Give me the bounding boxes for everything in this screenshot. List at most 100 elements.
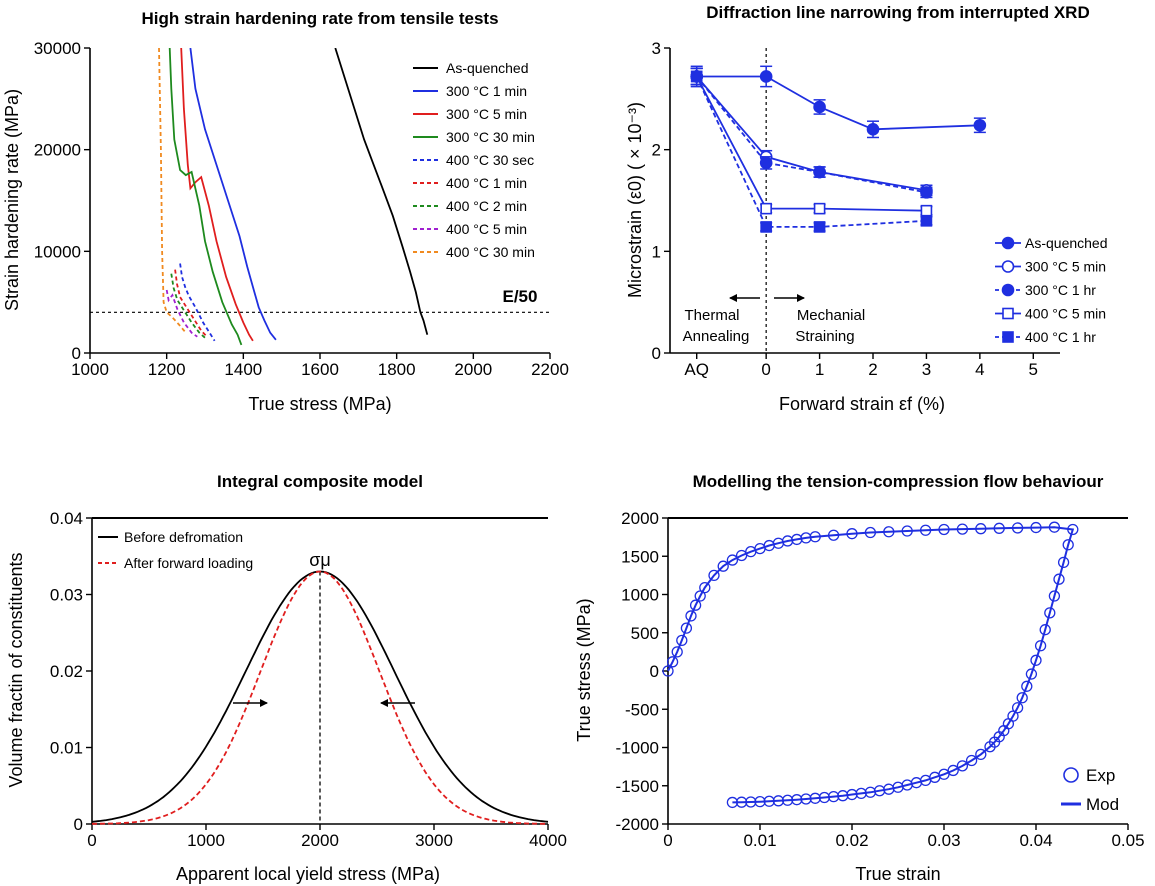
series-line bbox=[168, 48, 243, 346]
plot-area: 0 1000 2000 3000 4000 0 0.01 0.02 0.03 0.04 bbox=[50, 509, 567, 850]
data-point bbox=[809, 531, 821, 543]
series-line bbox=[334, 48, 429, 335]
data-point bbox=[901, 525, 913, 537]
data-point bbox=[846, 528, 858, 540]
data-point bbox=[975, 523, 987, 535]
panel-title: High strain hardening rate from tensile … bbox=[141, 9, 498, 28]
data-point bbox=[984, 741, 996, 753]
data-point bbox=[1057, 556, 1070, 569]
data-point bbox=[813, 165, 826, 179]
data-point bbox=[680, 622, 693, 634]
data-point bbox=[717, 560, 729, 572]
x-tick-label: AQ bbox=[684, 360, 709, 379]
panel-title: Modelling the tension-compression flow b… bbox=[693, 472, 1104, 491]
series-group bbox=[158, 48, 429, 346]
data-point bbox=[947, 764, 959, 777]
panel-tension-compression: Modelling the tension-compression flow b… bbox=[574, 472, 1145, 884]
legend-label: 400 °C 1 hr bbox=[1025, 329, 1096, 345]
y-tick-label: -1500 bbox=[616, 777, 659, 796]
data-point bbox=[689, 599, 702, 611]
x-tick-label: 0 bbox=[87, 831, 96, 850]
series-line bbox=[695, 75, 927, 194]
x-tick-label: 0.04 bbox=[1019, 831, 1052, 850]
y-tick-label: 2 bbox=[652, 141, 661, 160]
legend-marker bbox=[1063, 767, 1079, 783]
data-point bbox=[760, 202, 772, 215]
data-point bbox=[735, 796, 748, 808]
data-point bbox=[827, 790, 840, 803]
data-point bbox=[772, 795, 785, 807]
legend-label: 300 °C 5 min bbox=[446, 106, 527, 122]
data-point bbox=[754, 796, 766, 808]
x-tick-label: 3 bbox=[922, 360, 931, 379]
y-tick-label: 0 bbox=[72, 344, 81, 363]
legend-label: As-quenched bbox=[1025, 235, 1108, 251]
x-tick-label: 5 bbox=[1029, 360, 1038, 379]
data-point bbox=[800, 532, 812, 544]
legend-marker bbox=[1002, 331, 1014, 343]
y-axis-label: True stress (MPa) bbox=[574, 598, 594, 741]
data-point bbox=[1048, 590, 1061, 602]
y-tick-label: 0.01 bbox=[50, 739, 83, 758]
data-point bbox=[866, 123, 880, 136]
y-axis-label: Strain hardening rate (MPa) bbox=[2, 89, 22, 311]
plot-area: AQ 0 1 2 3 4 5 0 1 2 3 bbox=[652, 39, 1060, 379]
x-tick-label: 1400 bbox=[224, 360, 262, 379]
y-axis-label: Volume fractin of constituents bbox=[6, 552, 26, 787]
data-point bbox=[938, 523, 950, 536]
x-axis-label: Apparent local yield stress (MPa) bbox=[176, 864, 440, 884]
data-point bbox=[919, 524, 932, 536]
series-line bbox=[180, 48, 254, 342]
data-point bbox=[726, 796, 739, 809]
data-point bbox=[956, 523, 969, 535]
data-point bbox=[920, 186, 933, 199]
data-point bbox=[745, 796, 757, 808]
legend-label: Mod bbox=[1086, 795, 1119, 814]
data-point bbox=[883, 526, 895, 538]
data-point bbox=[1016, 692, 1028, 704]
legend-label: 400 °C 1 min bbox=[446, 175, 527, 191]
series-line bbox=[165, 289, 198, 338]
annotation-straining: Straining bbox=[795, 328, 854, 345]
x-tick-label: 3000 bbox=[415, 831, 453, 850]
data-point bbox=[1048, 521, 1061, 533]
x-axis-label: Forward strain εf (%) bbox=[779, 394, 945, 414]
data-point bbox=[800, 793, 812, 805]
x-tick-label: 0 bbox=[663, 831, 672, 850]
legend-marker bbox=[1002, 307, 1014, 320]
y-tick-label: 3 bbox=[652, 39, 661, 58]
x-tick-label: 1200 bbox=[148, 360, 186, 379]
y-tick-label: -500 bbox=[625, 700, 659, 719]
data-point bbox=[975, 748, 987, 761]
data-point bbox=[1011, 702, 1024, 714]
data-point bbox=[1030, 654, 1042, 666]
legend-marker bbox=[1001, 283, 1015, 297]
y-tick-label: 1 bbox=[652, 242, 661, 261]
panel-title: Integral composite model bbox=[217, 472, 423, 491]
series-line bbox=[179, 263, 216, 342]
data-point bbox=[708, 569, 720, 582]
data-point bbox=[827, 529, 840, 541]
x-tick-label: 0 bbox=[761, 360, 770, 379]
data-point bbox=[694, 590, 706, 602]
y-tick-label: -1000 bbox=[616, 739, 659, 758]
x-tick-label: 1800 bbox=[378, 360, 416, 379]
legend-marker bbox=[1001, 260, 1015, 273]
series-line bbox=[696, 75, 927, 192]
x-tick-label: 2000 bbox=[301, 831, 339, 850]
data-point bbox=[676, 634, 688, 647]
legend-label: As-quenched bbox=[446, 60, 529, 76]
legend: As-quenched 300 °C 1 min 300 °C 5 min 300 °… bbox=[413, 60, 535, 260]
data-point bbox=[837, 790, 849, 802]
legend-label: 400 °C 5 min bbox=[1025, 306, 1106, 322]
data-point bbox=[965, 754, 978, 767]
legend-label: 300 °C 1 hr bbox=[1025, 282, 1096, 298]
y-tick-label: 500 bbox=[631, 624, 659, 643]
data-point bbox=[813, 100, 826, 114]
data-point bbox=[1039, 624, 1051, 636]
series-line bbox=[695, 76, 927, 212]
y-tick-label: 0.03 bbox=[50, 586, 83, 605]
legend-marker bbox=[1001, 236, 1015, 250]
legend: Before defromation After forward loading bbox=[98, 529, 253, 571]
